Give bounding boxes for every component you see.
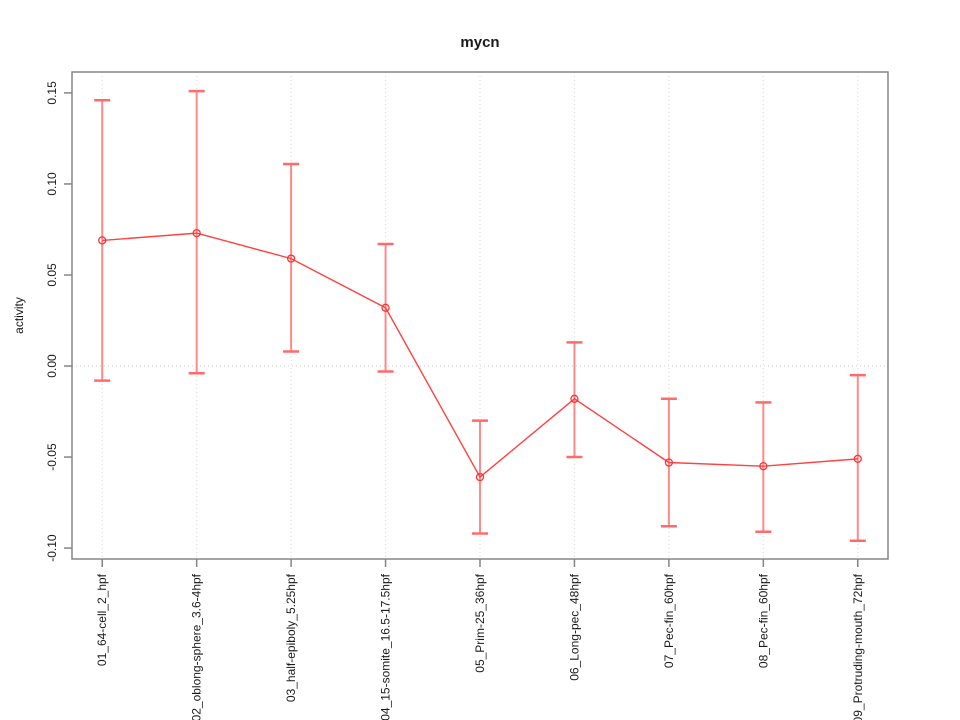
x-tick-label: 05_Prim-25_36hpf bbox=[473, 573, 487, 672]
data-point bbox=[570, 394, 579, 403]
x-tick-label: 03_half-epiboly_5.25hpf bbox=[284, 573, 298, 702]
gridlines-layer bbox=[72, 72, 888, 559]
data-point bbox=[759, 462, 768, 471]
axes-layer bbox=[64, 71, 889, 567]
data-point bbox=[381, 303, 390, 312]
y-tick-label: 0.05 bbox=[45, 263, 59, 287]
y-tick-label: -0.05 bbox=[45, 443, 59, 471]
tick-labels-layer: 0.15 0.10 0.05 0.00 -0.05 -0.10 01_64-cell_2_h… bbox=[45, 81, 865, 720]
x-tick-label: 02_oblong-sphere_3.6-4hpf bbox=[190, 573, 204, 720]
series-line bbox=[102, 232, 858, 479]
y-tick-label: 0.00 bbox=[45, 354, 59, 378]
x-tick-label: 07_Pec-fin_60hpf bbox=[662, 573, 676, 668]
data-point bbox=[286, 254, 296, 263]
y-tick-label: 0.15 bbox=[45, 81, 59, 105]
y-tick-label: 0.10 bbox=[45, 172, 59, 196]
x-tick-label: 08_Pec-fin_60hpf bbox=[756, 573, 770, 668]
data-point bbox=[192, 228, 201, 238]
x-tick-label: 09_Protruding-mouth_72hpf bbox=[851, 573, 865, 720]
data-point bbox=[475, 472, 485, 482]
series-line-layer bbox=[102, 232, 858, 479]
data-point bbox=[853, 454, 862, 464]
data-point bbox=[98, 236, 107, 245]
data-points-layer bbox=[98, 228, 862, 482]
y-axis-label: activity bbox=[12, 297, 26, 334]
chart-title: mycn bbox=[460, 34, 499, 51]
data-point bbox=[664, 458, 674, 467]
x-tick-label: 06_Long-pec_48hpf bbox=[567, 573, 581, 680]
x-tick-label: 04_15-somite_16.5-17.5hpf bbox=[379, 573, 393, 720]
y-tick-label: -0.10 bbox=[45, 534, 59, 562]
x-tick-label: 01_64-cell_2_hpf bbox=[95, 573, 109, 666]
